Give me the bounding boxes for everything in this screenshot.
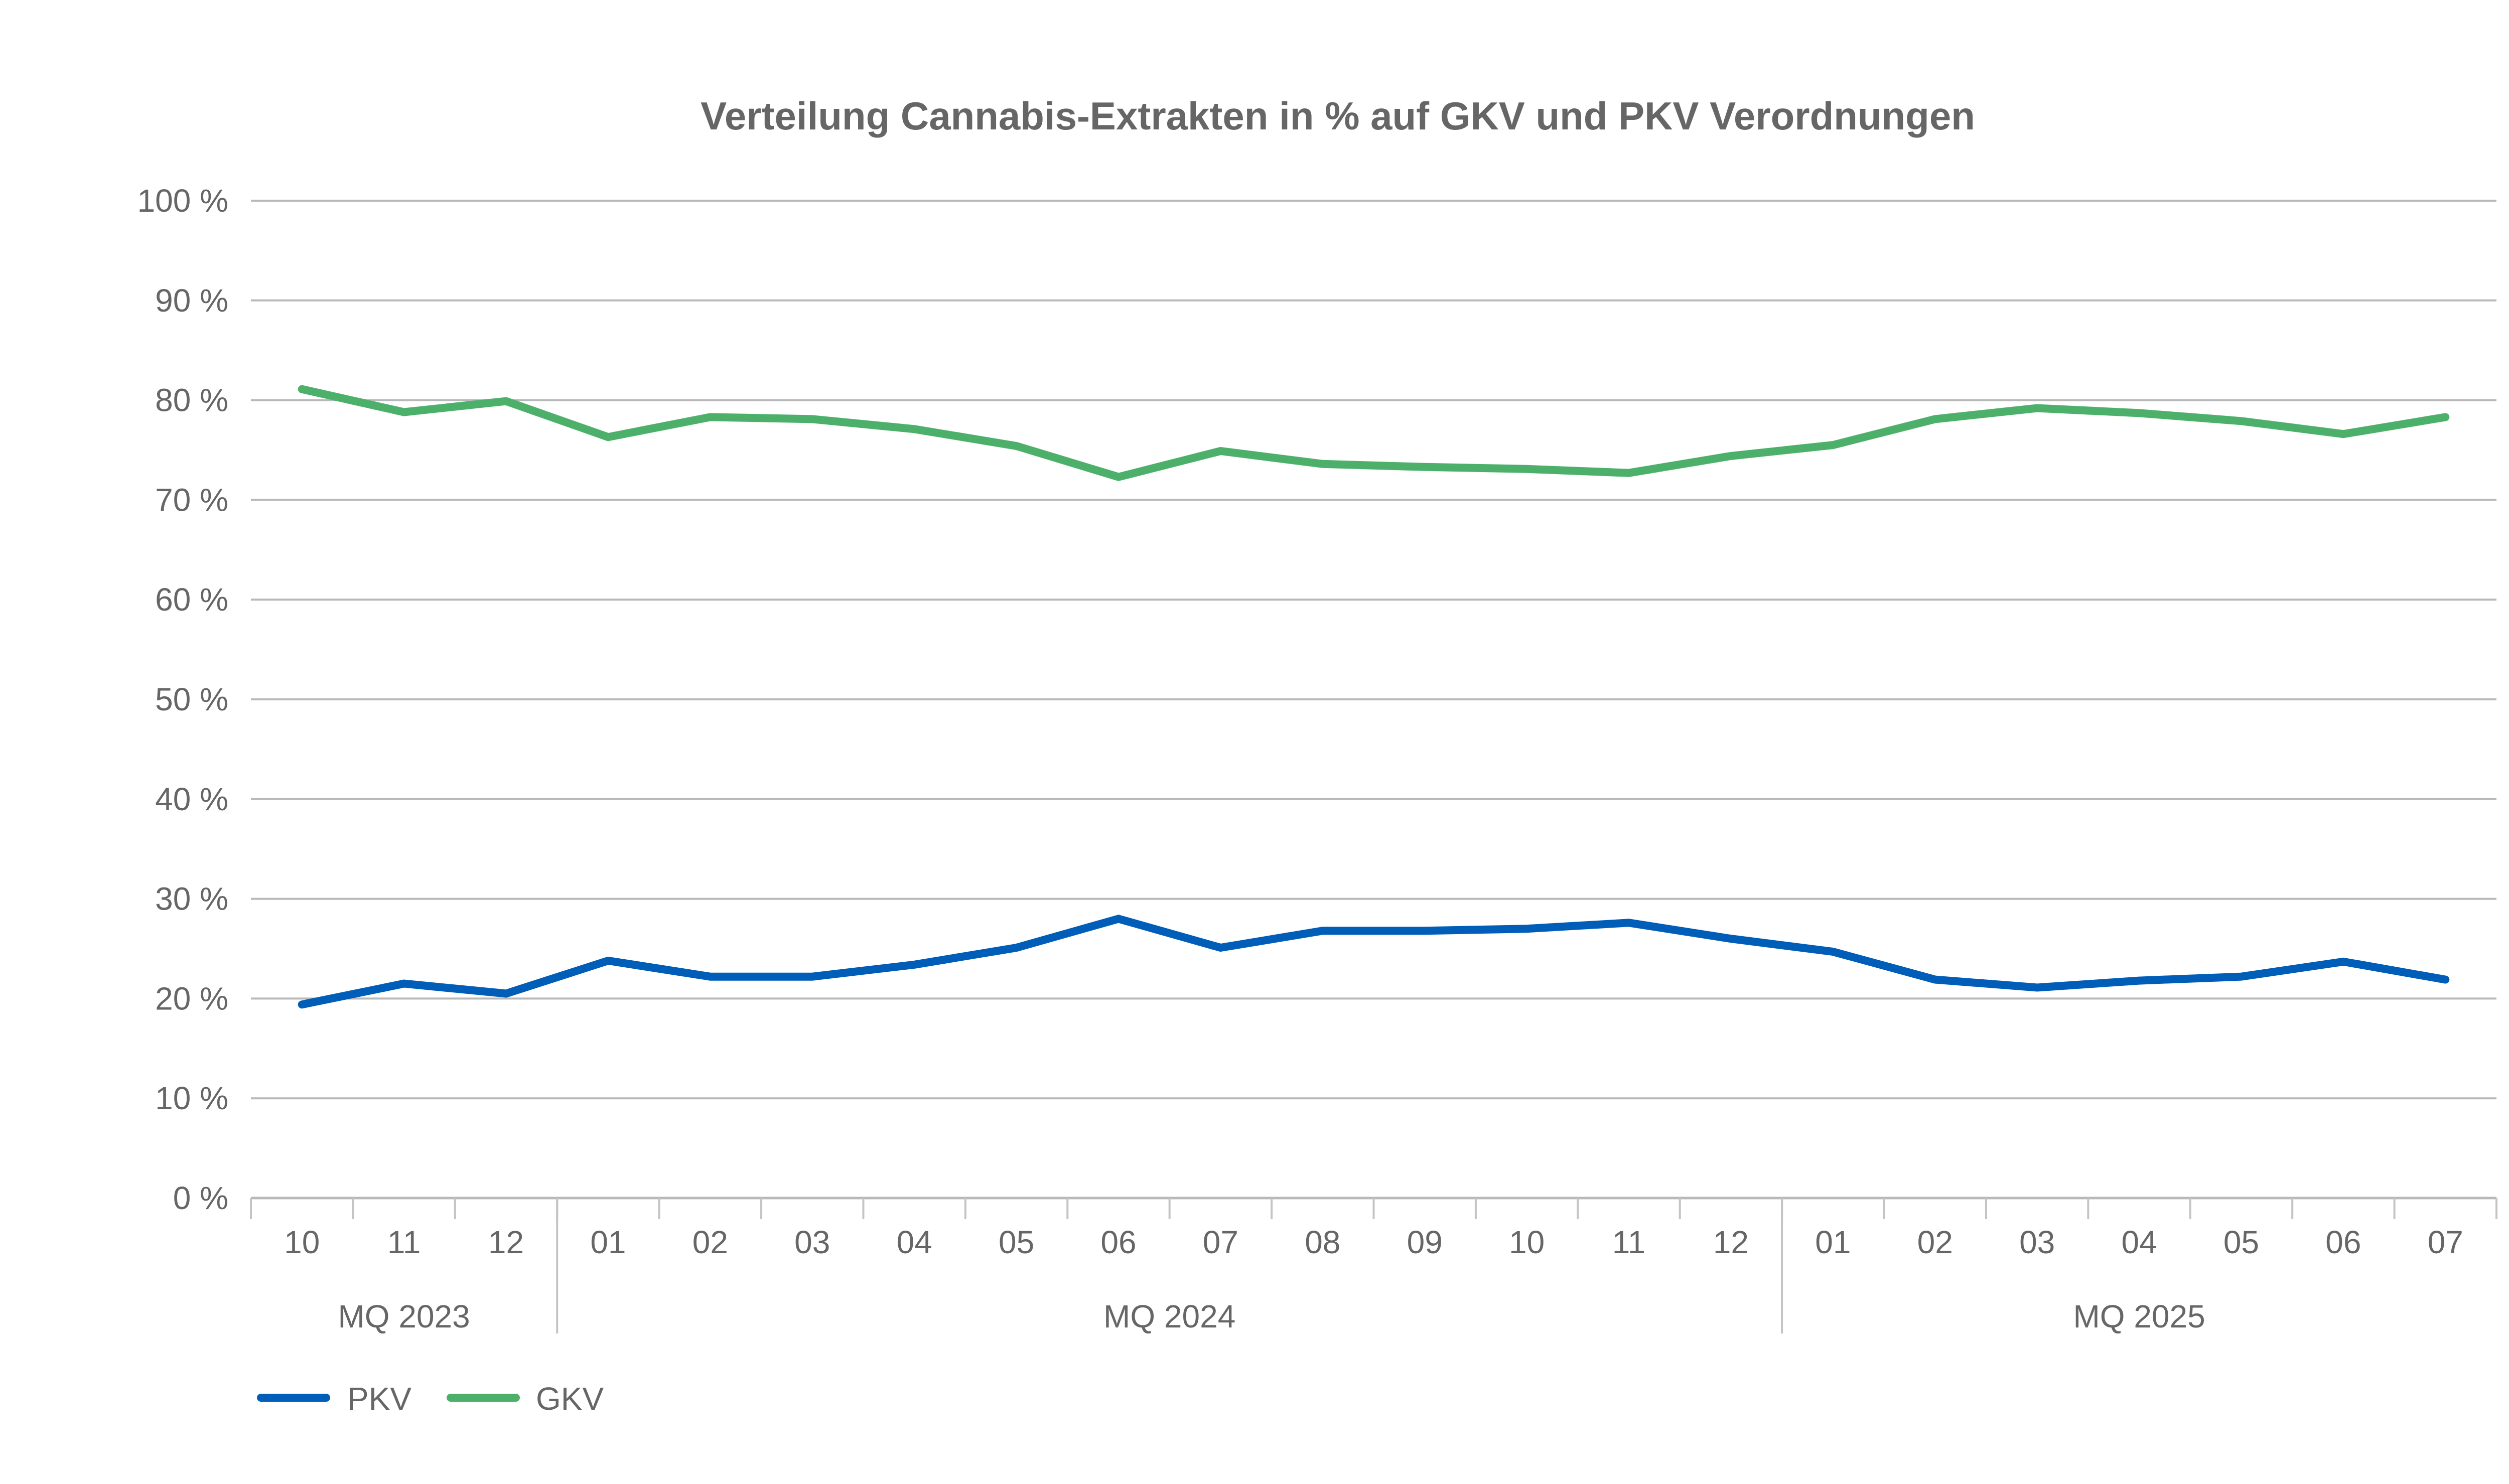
x-tick-label: 01 — [1815, 1224, 1851, 1260]
x-tick-label: 07 — [1203, 1224, 1238, 1260]
x-tick-label: 03 — [794, 1224, 830, 1260]
y-tick-label: 90 % — [155, 282, 228, 319]
legend-label-pkv: PKV — [347, 1381, 411, 1417]
legend: PKV GKV — [257, 1381, 604, 1417]
x-tick-label: 12 — [1713, 1224, 1749, 1260]
series-line-gkv — [298, 385, 2450, 482]
x-tick-label: 07 — [2428, 1224, 2463, 1260]
x-tick-label: 06 — [1100, 1224, 1136, 1260]
series-line-pkv — [298, 915, 2450, 1009]
x-tick-label: 10 — [1509, 1224, 1545, 1260]
x-tick-label: 11 — [387, 1224, 421, 1260]
x-tick-label: 12 — [488, 1224, 524, 1260]
x-tick-label: 03 — [2019, 1224, 2055, 1260]
x-tick-label: 04 — [897, 1224, 932, 1260]
x-tick-label: 04 — [2121, 1224, 2157, 1260]
x-tick-label: 09 — [1407, 1224, 1443, 1260]
y-tick-label: 20 % — [155, 980, 228, 1016]
gridlines — [251, 200, 2496, 1100]
y-tick-label: 50 % — [155, 681, 228, 717]
series-lines — [298, 385, 2450, 1009]
x-tick-label: 05 — [2223, 1224, 2259, 1260]
y-tick-label: 40 % — [155, 781, 228, 817]
x-tick-label: 02 — [1917, 1224, 1953, 1260]
x-tick-label: 08 — [1305, 1224, 1340, 1260]
legend-label-gkv: GKV — [536, 1381, 604, 1417]
x-tick-label: 11 — [1612, 1224, 1645, 1260]
x-tick-label: 05 — [999, 1224, 1034, 1260]
y-tick-label: 10 % — [155, 1080, 228, 1116]
y-tick-label: 30 % — [155, 881, 228, 917]
y-tick-label: 70 % — [155, 482, 228, 518]
y-tick-label: 80 % — [155, 382, 228, 418]
x-group-label: MQ 2023 — [338, 1298, 470, 1334]
y-tick-label: 0 % — [173, 1180, 228, 1216]
legend-item-gkv[interactable]: GKV — [447, 1381, 604, 1417]
legend-item-pkv[interactable]: PKV — [257, 1381, 411, 1417]
x-group-label: MQ 2025 — [2073, 1298, 2205, 1334]
y-tick-label: 100 % — [137, 183, 228, 219]
x-group-label: MQ 2024 — [1103, 1298, 1235, 1334]
x-tick-label: 06 — [2325, 1224, 2361, 1260]
y-tick-label: 60 % — [155, 581, 228, 618]
chart-title: Verteilung Cannabis-Extrakten in % auf G… — [701, 94, 1975, 138]
y-axis-tick-labels: 0 % 10 % 20 % 30 % 40 % 50 % 60 % 70 % 80 % 90 % 1… — [137, 183, 228, 1216]
x-axis: 10 11 12 01 02 03 04 05 06 07 08 09 10 11 12 01 02 03 04 05… — [250, 1197, 2497, 1334]
x-tick-label: 01 — [590, 1224, 626, 1260]
x-tick-label: 02 — [692, 1224, 728, 1260]
x-tick-label: 10 — [284, 1224, 320, 1260]
